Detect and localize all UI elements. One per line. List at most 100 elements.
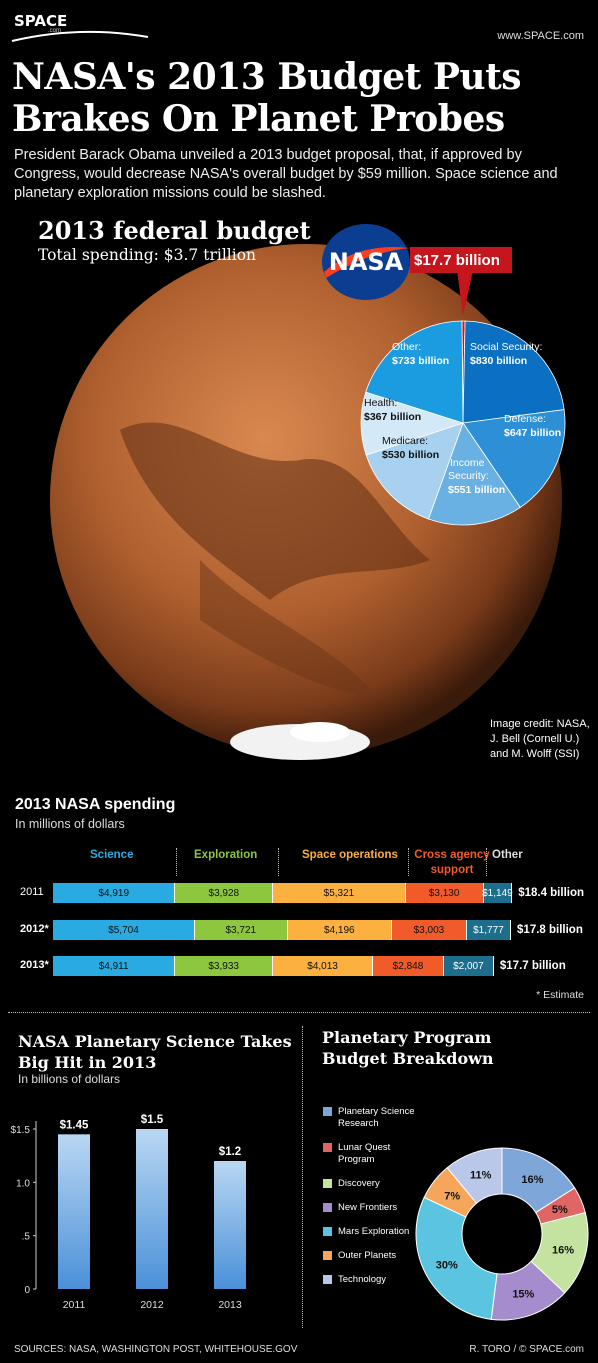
stack-segment: $5,704	[53, 920, 195, 940]
federal-pie-label: Defense:	[504, 413, 546, 425]
page-title: NASA's 2013 Budget Puts Brakes On Planet…	[12, 56, 592, 140]
nasa-spending-unit: In millions of dollars	[15, 817, 125, 831]
stack-segment: $2,848	[373, 956, 444, 976]
stack-segment: $3,721	[194, 920, 288, 940]
stack-segment: $3,003	[392, 920, 467, 940]
federal-pie-label: Social Security:	[470, 341, 542, 353]
series-divider	[486, 848, 487, 876]
sources: SOURCES: NASA, WASHINGTON POST, WHITEHOU…	[14, 1344, 298, 1355]
stack-segment: $4,911	[53, 956, 176, 976]
federal-budget-subtitle: Total spending: $3.7 trillion	[38, 246, 257, 264]
series-divider	[408, 848, 409, 876]
legend-swatch	[323, 1107, 332, 1116]
stack-segment: $1,777	[466, 920, 512, 940]
series-header: Exploration	[194, 849, 258, 861]
estimate-note: * Estimate	[536, 989, 584, 1001]
bar-value-label: $1.45	[60, 1119, 89, 1131]
legend-swatch	[323, 1143, 332, 1152]
donut-value-label: 16%	[552, 1245, 574, 1257]
federal-pie-label: Medicare:	[382, 435, 428, 447]
nasa-logo-text: NASA	[329, 248, 404, 276]
space-logo[interactable]: SPACE	[14, 12, 68, 30]
y-tick-label: $1.5	[11, 1125, 31, 1136]
bar-value-label: $1.2	[219, 1146, 241, 1158]
donut-value-label: 15%	[512, 1288, 534, 1300]
bar	[136, 1129, 168, 1289]
author-credit: R. TORO / © SPACE.com	[469, 1344, 584, 1355]
stack-segment: $2,007	[443, 956, 494, 976]
legend-label: Mars Exploration	[338, 1226, 410, 1237]
federal-pie-value: $647 billion	[504, 427, 561, 439]
planetary-science-chart: 0 .5 1.0 $1.5 $1.45 2011 $1.5 2012 $1.2 2013	[11, 1114, 246, 1311]
series-header: Space operations	[302, 849, 398, 861]
x-tick-label: 2013	[218, 1299, 242, 1311]
bar-value-label: $1.5	[141, 1114, 164, 1126]
bar	[214, 1161, 246, 1289]
legend-item: New Frontiers	[323, 1202, 420, 1214]
stack-segment: $1,149	[482, 883, 513, 903]
donut-value-label: 7%	[444, 1190, 460, 1202]
federal-pie-value: $733 billion	[392, 355, 449, 367]
year-label: 2012*	[20, 923, 49, 935]
donut-slice	[415, 1196, 498, 1320]
stack-segment: $4,013	[273, 956, 374, 976]
y-tick-label: .5	[22, 1232, 31, 1243]
legend-label: New Frontiers	[338, 1202, 398, 1213]
space-logo-sub: .com	[48, 28, 62, 34]
legend-item: Lunar Quest Program	[323, 1142, 420, 1166]
legend-swatch	[323, 1275, 332, 1284]
nasa-logo: NASA	[322, 224, 410, 300]
image-credit-line: and M. Wolff (SSI)	[490, 748, 580, 760]
nasa-spending-title: 2013 NASA spending	[15, 796, 176, 813]
stack-segment: $5,321	[273, 883, 406, 903]
stack-segment: $3,933	[175, 956, 274, 976]
legend-label: Outer Planets	[338, 1250, 397, 1261]
year-label: 2013*	[20, 959, 49, 971]
bar	[58, 1134, 90, 1289]
planetary-science-unit: In billions of dollars	[18, 1072, 121, 1086]
series-divider	[278, 848, 279, 876]
legend-item: Planetary Science Research	[323, 1106, 420, 1130]
legend-swatch	[323, 1227, 332, 1236]
legend-swatch	[323, 1179, 332, 1188]
legend-label: Technology	[338, 1274, 387, 1285]
planetary-science-title: NASA Planetary Science Takes Big Hit in …	[18, 1032, 292, 1072]
section-divider	[8, 1012, 590, 1013]
y-tick-label: 1.0	[16, 1178, 30, 1189]
stack-segment: $3,928	[175, 883, 274, 903]
site-url[interactable]: www.SPACE.com	[497, 30, 584, 42]
title-line-1: NASA's 2013 Budget Puts	[12, 56, 521, 98]
legend-item: Technology	[323, 1274, 420, 1286]
federal-pie-slice	[365, 422, 464, 520]
image-credit-line: J. Bell (Cornell U.)	[490, 733, 580, 745]
federal-pie-slice	[427, 422, 521, 526]
federal-pie-value: $830 billion	[470, 355, 527, 367]
series-header: Cross agency support	[414, 849, 490, 876]
column-divider	[302, 1026, 303, 1328]
planetary-breakdown-donut: 16% 5% 16% 15% 30% 7% 11%	[415, 1147, 589, 1321]
nasa-callout-value: $17.7 billion	[414, 252, 500, 269]
stack-segment: $4,196	[287, 920, 393, 940]
x-tick-label: 2011	[63, 1299, 86, 1311]
nasa-callout-pointer	[457, 270, 473, 316]
image-credit: Image credit: NASA, J. Bell (Cornell U.)…	[490, 717, 590, 762]
donut-value-label: 30%	[436, 1259, 458, 1271]
federal-pie-label: Health:	[364, 397, 397, 409]
legend-label: Planetary Science Research	[338, 1106, 415, 1129]
nasa-callout-box	[410, 247, 512, 273]
series-header: Other	[492, 849, 523, 861]
federal-pie-label: Income	[450, 457, 485, 469]
stack-segment: $4,919	[53, 883, 176, 903]
federal-pie-slice	[365, 320, 464, 424]
series-divider	[176, 848, 177, 876]
stack-segment: $3,130	[405, 883, 484, 903]
year-label: 2011	[20, 886, 44, 898]
image-credit-line: Image credit: NASA,	[490, 718, 590, 730]
federal-pie-label: Other:	[392, 341, 421, 353]
donut-hole	[463, 1195, 541, 1273]
donut-value-label: 16%	[521, 1174, 543, 1186]
federal-budget-pie: Social Security: $830 billion Defense: $647…	[360, 320, 566, 526]
intro-text: President Barack Obama unveiled a 2013 b…	[14, 147, 558, 201]
federal-budget-title: 2013 federal budget	[38, 216, 311, 245]
year-total: $17.8 billion	[517, 924, 583, 936]
